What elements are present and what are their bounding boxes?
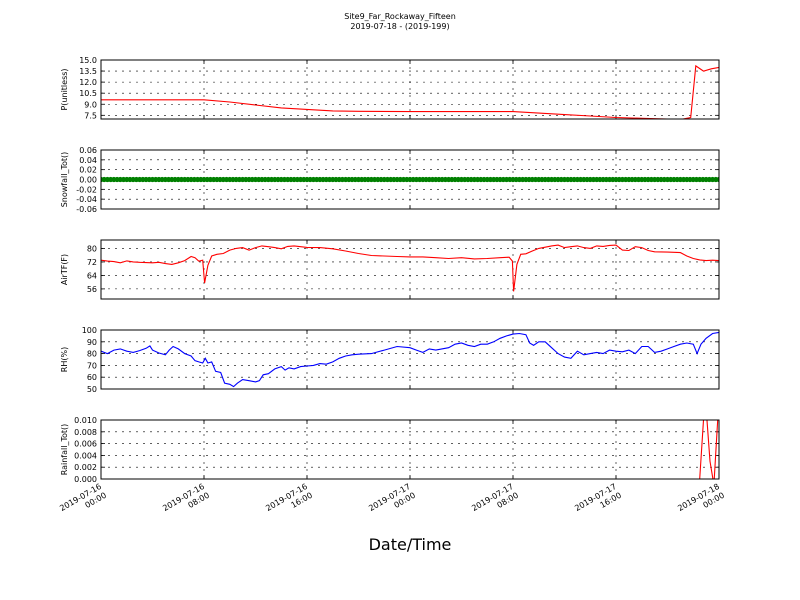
data-point <box>716 176 719 183</box>
subplot-3: 56 64 72 80 AirTF(F) <box>60 239 720 300</box>
x-tick-label: 2019-07-1800:00 <box>676 482 726 522</box>
x-tick-label: 2019-07-1616:00 <box>264 482 314 522</box>
y-tick-label: 0.006 <box>74 440 97 449</box>
y-tick-label: 0.02 <box>79 166 97 175</box>
y-tick-label: 0.06 <box>79 146 97 155</box>
series-line <box>101 64 719 119</box>
y-tick-label: 80 <box>87 350 97 359</box>
y-tick-label: 0.00 <box>79 176 97 185</box>
subplot-5: 0.000 0.002 0.004 0.006 0.008 0.010 Rainfall_T… <box>60 416 720 484</box>
y-axis-label: Snowfall_Tot() <box>60 152 69 208</box>
y-axis-label: RH(%) <box>60 347 69 372</box>
subplot-2: -0.06-0.04-0.020.000.020.040.06 Snowfall_… <box>60 146 720 214</box>
y-tick-label: 15.0 <box>79 56 97 65</box>
series-line <box>101 244 719 292</box>
series-line <box>101 420 719 479</box>
y-tick-label: 60 <box>87 373 97 382</box>
subplot-frame <box>100 419 720 480</box>
subplot-4: 50 60 70 80 90 100 RH(%) <box>60 326 720 394</box>
y-tick-label: 50 <box>87 385 97 394</box>
x-axis-label: Date/Time <box>369 535 452 554</box>
y-axis-label: Rainfall_Tot() <box>60 424 69 476</box>
series-line <box>101 331 719 388</box>
y-tick-label: 0.04 <box>79 156 97 165</box>
subplot-frame <box>100 239 720 300</box>
y-axis-label: P(unitless) <box>60 68 69 110</box>
y-tick-label: -0.04 <box>76 195 97 204</box>
x-axis-tick-labels: 2019-07-1600:00 2019-07-1608:00 2019-07-16… <box>58 482 726 522</box>
y-tick-label: 0.000 <box>74 475 97 484</box>
y-tick-label: 80 <box>87 244 97 253</box>
x-tick-label: 2019-07-1708:00 <box>470 482 520 522</box>
y-tick-label: 56 <box>87 285 97 294</box>
x-tick-label: 2019-07-1600:00 <box>58 482 108 522</box>
y-tick-label: 9.0 <box>84 100 97 109</box>
subplot-frame <box>100 329 720 390</box>
y-tick-label: 12.0 <box>79 78 97 87</box>
y-tick-label: 90 <box>87 338 97 347</box>
y-tick-label: -0.06 <box>76 205 97 214</box>
y-tick-label: 70 <box>87 361 97 370</box>
y-tick-label: 100 <box>82 326 97 335</box>
chart-subtitle: 2019-07-18 - (2019-199) <box>350 22 449 31</box>
series-markers <box>101 176 719 183</box>
subplot-frame <box>100 59 720 120</box>
x-tick-label: 2019-07-1700:00 <box>367 482 417 522</box>
x-tick-label: 2019-07-1716:00 <box>573 482 623 522</box>
y-tick-label: 7.5 <box>84 111 97 120</box>
y-tick-label: 10.5 <box>79 89 97 98</box>
y-tick-label: 72 <box>87 258 97 267</box>
subplot-frame <box>100 149 720 210</box>
y-tick-label: 0.010 <box>74 416 97 425</box>
x-tick-label: 2019-07-1608:00 <box>161 482 211 522</box>
chart-title: Site9_Far_Rockaway_Fifteen <box>344 12 456 21</box>
subplots: 7.59.010.512.013.515.0P(unitless)-0.06-0… <box>60 56 720 484</box>
y-tick-label: 64 <box>87 271 97 280</box>
y-tick-label: -0.02 <box>76 185 97 194</box>
y-tick-label: 0.002 <box>74 463 97 472</box>
y-tick-label: 13.5 <box>79 67 97 76</box>
y-tick-label: 0.004 <box>74 451 97 460</box>
y-axis-label: AirTF(F) <box>60 254 69 285</box>
y-tick-label: 0.008 <box>74 428 97 437</box>
subplot-1: 7.5 9.0 10.5 12.0 13.5 15.0 P(unitless) <box>60 56 720 120</box>
